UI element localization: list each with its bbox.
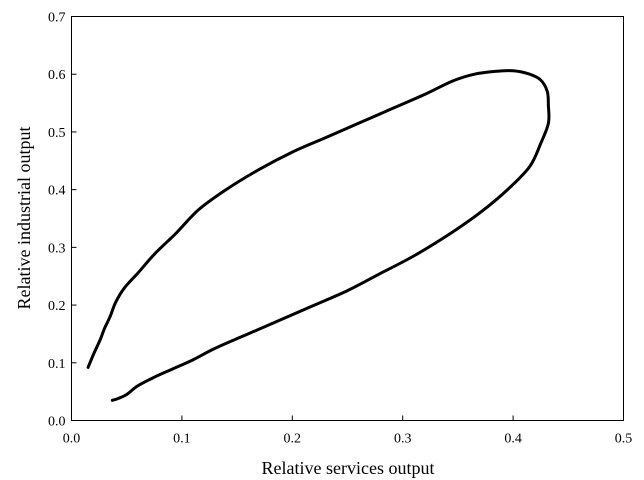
y-tick-label: 0.7 (48, 11, 66, 26)
x-tick-label: 0.1 (173, 432, 191, 447)
x-tick-label: 0.5 (615, 432, 633, 447)
y-tick-label: 0.1 (48, 357, 66, 372)
y-axis-title: Relative industrial output (14, 127, 34, 310)
plot-frame (71, 16, 624, 421)
x-tick-label: 0.0 (63, 432, 81, 447)
x-tick-label: 0.3 (394, 432, 412, 447)
x-axis-title: Relative services output (262, 458, 435, 478)
y-axis: 0.0 0.1 0.2 0.3 0.4 0.5 0.6 0.7 (48, 11, 77, 430)
y-tick-label: 0.5 (48, 126, 66, 141)
series-line (86, 69, 551, 402)
x-tick-label: 0.4 (504, 432, 522, 447)
y-tick-label: 0.0 (48, 415, 66, 430)
x-tick-label: 0.2 (284, 432, 302, 447)
y-tick-label: 0.2 (48, 299, 66, 314)
y-tick-label: 0.6 (48, 68, 66, 83)
y-tick-label: 0.3 (48, 241, 66, 256)
x-axis: 0.0 0.1 0.2 0.3 0.4 0.5 (63, 415, 633, 447)
y-tick-label: 0.4 (48, 184, 66, 199)
